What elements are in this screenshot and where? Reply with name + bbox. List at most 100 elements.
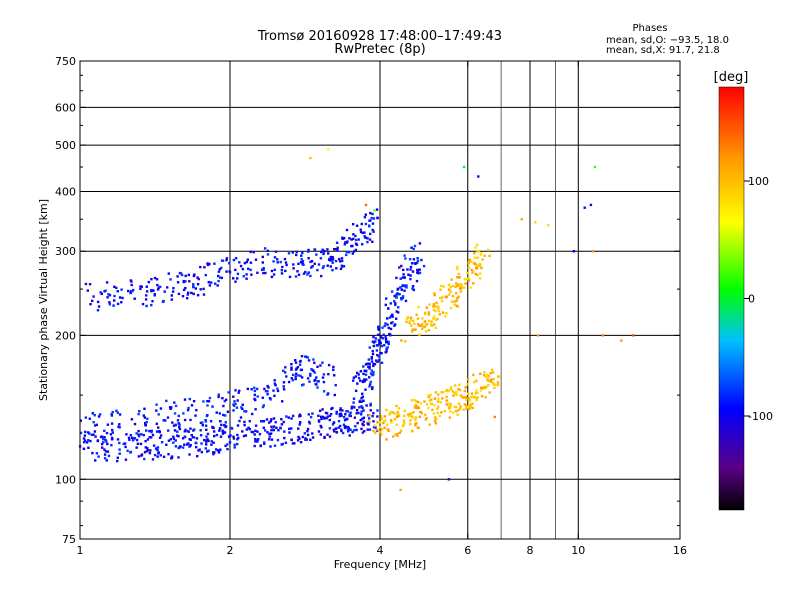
echo-point xyxy=(379,342,382,345)
echo-point xyxy=(200,434,203,437)
echo-point xyxy=(492,377,495,381)
echo-point xyxy=(292,414,295,418)
echo-point xyxy=(194,287,197,290)
echo-point xyxy=(178,425,181,429)
echo-point xyxy=(363,216,367,219)
echo-point xyxy=(397,412,400,416)
echo-point xyxy=(363,235,366,238)
echo-point xyxy=(151,433,155,437)
echo-point xyxy=(220,276,223,280)
echo-point xyxy=(416,270,420,273)
echo-point xyxy=(256,387,259,391)
echo-point xyxy=(306,377,310,380)
echo-point xyxy=(416,271,419,274)
echo-point xyxy=(432,317,435,320)
echo-point xyxy=(415,313,418,316)
echo-point xyxy=(295,250,298,254)
echo-point xyxy=(316,365,319,368)
echo-point xyxy=(433,404,436,407)
echo-point xyxy=(469,286,472,289)
echo-point xyxy=(136,442,140,445)
echo-point xyxy=(326,433,329,436)
echo-point xyxy=(111,428,114,432)
echo-point xyxy=(403,421,406,424)
echo-point xyxy=(218,429,221,432)
echo-point xyxy=(368,225,371,228)
echo-point xyxy=(369,404,372,407)
echo-point xyxy=(473,380,476,384)
echo-point xyxy=(96,439,99,443)
echo-point xyxy=(397,311,400,314)
echo-point xyxy=(311,432,314,435)
echo-point xyxy=(307,257,310,260)
echo-point xyxy=(389,334,392,337)
echo-point xyxy=(355,409,359,412)
echo-point xyxy=(374,340,377,343)
colorbar-tick-label: -100 xyxy=(748,410,773,423)
echo-point xyxy=(144,422,147,425)
echo-point xyxy=(302,272,306,275)
echo-point xyxy=(294,275,298,278)
echo-point xyxy=(243,423,246,427)
echo-point xyxy=(333,374,336,377)
echo-point xyxy=(309,372,312,376)
echo-point xyxy=(396,287,400,290)
echo-point xyxy=(102,441,105,444)
echo-point xyxy=(465,398,468,401)
echo-point xyxy=(456,296,459,300)
echo-point xyxy=(476,273,479,277)
echo-point xyxy=(369,402,372,406)
echo-point xyxy=(251,412,254,416)
echo-point xyxy=(433,419,437,423)
echo-point xyxy=(264,390,268,393)
echo-point xyxy=(188,445,191,448)
echo-point xyxy=(374,337,378,340)
echo-point xyxy=(458,407,462,410)
echo-point xyxy=(439,401,442,404)
echo-point xyxy=(217,274,220,278)
echo-point xyxy=(88,417,91,420)
echo-point xyxy=(299,368,303,372)
echo-point xyxy=(385,340,389,344)
echo-point xyxy=(393,412,396,415)
echo-point xyxy=(308,422,312,425)
echo-point xyxy=(458,383,461,386)
echo-point xyxy=(204,447,207,450)
echo-point xyxy=(368,362,371,365)
echo-point xyxy=(379,426,382,429)
echo-point xyxy=(307,250,310,253)
echo-point xyxy=(164,419,167,422)
echo-point xyxy=(288,427,291,430)
echo-point xyxy=(106,442,109,446)
echo-point xyxy=(297,273,301,276)
echo-point xyxy=(429,323,433,326)
echo-point xyxy=(397,414,401,417)
echo-point xyxy=(159,407,163,410)
echo-point xyxy=(384,419,387,422)
echo-point xyxy=(202,293,206,296)
echo-point xyxy=(444,315,447,318)
echo-point xyxy=(224,444,227,447)
echo-point xyxy=(148,436,151,439)
echo-point xyxy=(224,421,227,424)
echo-point xyxy=(213,262,216,265)
echo-point xyxy=(184,286,187,290)
echo-point xyxy=(319,364,322,367)
echo-point xyxy=(377,333,380,336)
echo-point xyxy=(371,240,374,243)
echo-point xyxy=(283,371,287,374)
echo-point xyxy=(364,236,367,239)
echo-point xyxy=(290,368,293,371)
echo-point xyxy=(301,251,304,255)
echo-point xyxy=(344,413,347,416)
echo-point xyxy=(181,446,185,449)
echo-point xyxy=(362,420,365,423)
echo-point xyxy=(215,433,219,437)
echo-point xyxy=(480,395,484,398)
echo-point xyxy=(245,273,248,276)
echo-point xyxy=(107,454,111,458)
echo-point xyxy=(421,327,424,330)
echo-point xyxy=(370,216,373,220)
echo-point xyxy=(349,428,352,431)
